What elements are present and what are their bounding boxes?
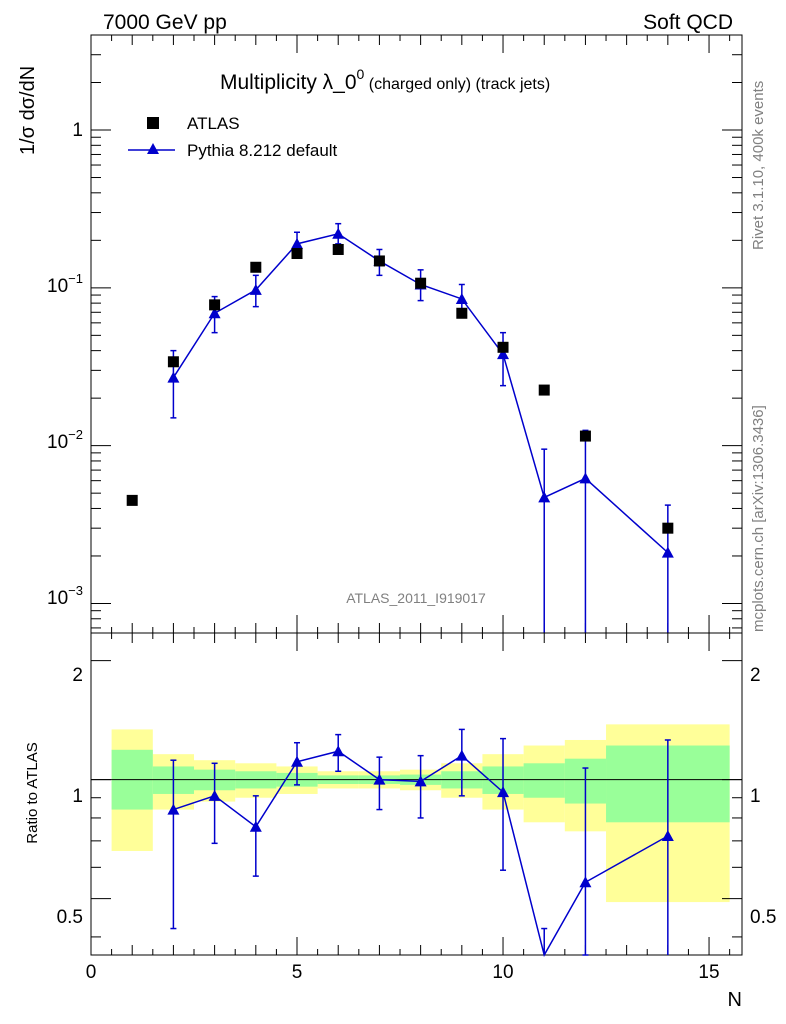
process-label: Soft QCD: [643, 11, 733, 34]
ratio-tick-right-2: 2: [750, 665, 761, 686]
x-tick-label-5: 5: [292, 962, 303, 983]
ratio-tick-left-1: 1: [72, 786, 83, 807]
lower-panel: [90, 632, 743, 956]
ratio-tick-left-0.5: 0.5: [57, 907, 83, 928]
y-tick-label-1e-1: 10−1: [47, 271, 83, 297]
atlas-point: [167, 356, 179, 368]
upper-y-axis-label: 1/σ dσ/dN: [17, 66, 39, 155]
ratio-point: [291, 755, 304, 767]
atlas-point: [250, 261, 262, 273]
ratio-point: [373, 773, 386, 785]
mc-point: [291, 237, 304, 249]
ratio-tick-left-2: 2: [72, 665, 83, 686]
inner-uncertainty-band: [523, 763, 565, 798]
legend: ATLAS Pythia 8.212 default: [128, 114, 338, 160]
atlas-point: [415, 277, 427, 289]
mc-point: [208, 307, 221, 319]
legend-mc-marker: [147, 143, 159, 154]
ratio-point: [661, 830, 674, 842]
lower-series: [167, 728, 674, 957]
lower-y-tick-labels: 2 1 0.5 2 1 0.5: [57, 665, 777, 928]
ratio-point: [579, 876, 592, 888]
mc-point: [661, 546, 674, 558]
atlas-point: [332, 243, 344, 255]
legend-data-marker: [147, 117, 159, 129]
lower-ticks: [90, 633, 742, 955]
rivet-info: Rivet 3.1.10, 400k events: [750, 81, 767, 250]
ratio-point: [414, 775, 427, 787]
mc-point: [455, 292, 468, 304]
legend-mc-label: Pythia 8.212 default: [187, 141, 338, 160]
ratio-point: [249, 820, 262, 832]
ratio-tick-right-1: 1: [750, 786, 761, 807]
atlas-point: [538, 384, 550, 396]
upper-ticks: [90, 34, 742, 633]
plot-title-main: Multiplicity λ_0: [220, 71, 357, 94]
plot-title: Multiplicity λ_00 (charged only) (track …: [220, 66, 550, 94]
ratio-point: [455, 749, 468, 761]
x-tick-label-0: 0: [86, 962, 97, 983]
analysis-id: ATLAS_2011_I919017: [346, 590, 486, 606]
mc-point: [332, 227, 345, 239]
atlas-point: [497, 341, 509, 353]
atlas-point: [291, 248, 303, 260]
atlas-point: [209, 299, 221, 311]
mc-point: [497, 348, 510, 360]
atlas-point: [579, 430, 591, 442]
mc-point: [249, 283, 262, 295]
mc-point: [579, 472, 592, 484]
ratio-point: [497, 786, 510, 798]
ratio-point: [167, 803, 180, 815]
plot-title-sup: 0: [357, 66, 365, 82]
y-tick-label-1e-2: 10−2: [47, 427, 83, 453]
x-tick-label-10: 10: [492, 962, 513, 983]
ratio-series-line: [173, 750, 669, 957]
upper-series: [126, 222, 674, 633]
atlas-point: [373, 255, 385, 267]
upper-y-tick-labels: 1 10−1 10−2 10−3: [47, 120, 83, 609]
atlas-point: [126, 494, 138, 506]
legend-data-label: ATLAS: [187, 114, 240, 133]
x-tick-labels: 0 5 10 15: [86, 962, 720, 983]
plot-title-suffix: (charged only) (track jets): [364, 76, 550, 93]
ratio-bands: [91, 724, 742, 903]
y-tick-label-1e-3: 10−3: [47, 583, 83, 609]
lower-frame: [90, 632, 743, 956]
atlas-point: [662, 522, 674, 534]
atlas-point: [456, 307, 468, 319]
ratio-point: [208, 789, 221, 801]
site-info: mcplots.cern.ch [arXiv:1306.3436]: [750, 405, 767, 632]
lower-y-axis-label: Ratio to ATLAS: [24, 742, 41, 843]
x-axis-label: N: [728, 989, 742, 1011]
mc-point: [538, 491, 551, 503]
ratio-tick-right-0.5: 0.5: [750, 907, 776, 928]
x-tick-label-15: 15: [698, 962, 719, 983]
ratio-point: [332, 745, 345, 757]
energy-label: 7000 GeV pp: [103, 11, 227, 34]
mc-point: [167, 371, 180, 383]
mc-series-line: [172, 232, 669, 554]
y-tick-label-1: 1: [72, 120, 83, 141]
